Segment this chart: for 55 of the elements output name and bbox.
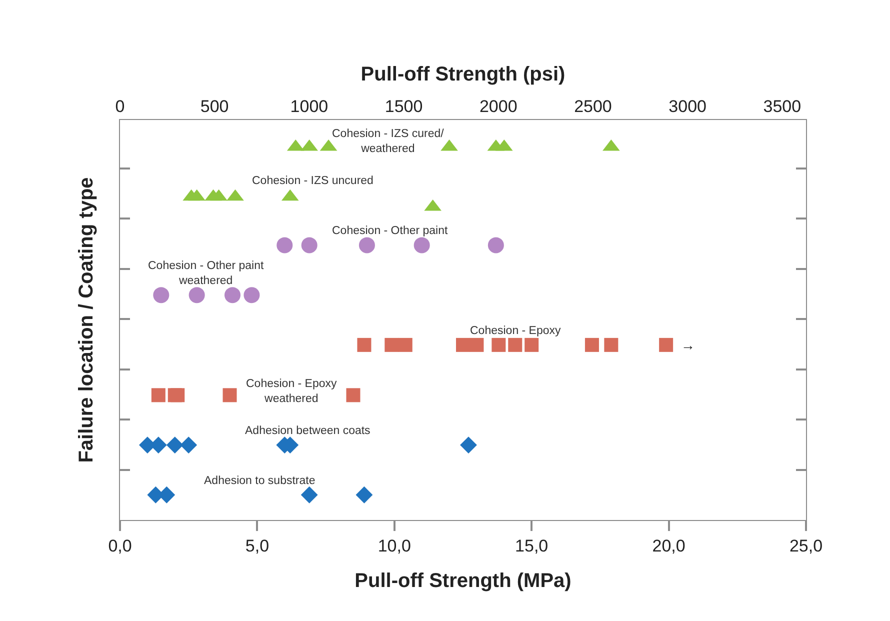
point [456, 338, 470, 352]
series-label: Cohesion - IZS cured/ weathered [332, 128, 445, 155]
point [188, 287, 205, 304]
point [151, 388, 166, 402]
point [524, 338, 539, 352]
point [153, 287, 170, 304]
point [166, 436, 184, 454]
point [604, 338, 618, 352]
point [398, 338, 412, 352]
x2-tick-label: 2500 [574, 97, 612, 116]
point [357, 338, 372, 352]
point [180, 436, 198, 454]
annotation: → [681, 337, 695, 353]
x-tick-label: 20,0 [652, 536, 686, 556]
point [346, 388, 360, 402]
x2-tick-label: 1500 [384, 97, 423, 116]
point [659, 338, 674, 352]
x2-tick-label: 500 [200, 97, 229, 116]
point [222, 388, 237, 402]
point [488, 237, 504, 254]
point [460, 436, 477, 454]
point [224, 287, 240, 304]
point [414, 237, 430, 254]
x-axis-title: Pull-off Strength (MPa) [354, 570, 572, 592]
point [358, 237, 375, 254]
series-label: Adhesion to substrate [204, 475, 316, 487]
point [301, 237, 318, 254]
series-label: Adhesion between coats [245, 425, 371, 437]
series-label: Cohesion - Epoxy [470, 325, 562, 337]
x-tick-label: 5,0 [245, 536, 270, 556]
x-tick-label: 10,0 [378, 536, 411, 556]
point [384, 338, 399, 352]
point [584, 338, 599, 352]
series-label: Cohesion - Other paint weathered [148, 260, 265, 287]
x-tick-label: 25,0 [789, 536, 823, 556]
point [170, 388, 185, 402]
x2-tick-label: 3000 [668, 97, 706, 116]
point [244, 287, 260, 304]
series-label: Cohesion - Other paint [332, 225, 449, 237]
x-tick-label: 0,0 [108, 536, 132, 556]
point [470, 338, 484, 352]
x2-tick-label: 1000 [290, 97, 328, 116]
x2-tick-label: 3500 [763, 97, 802, 116]
x-tick-label: 15,0 [515, 536, 548, 556]
point [356, 486, 373, 504]
series-label: Cohesion - Epoxy weathered [246, 378, 338, 405]
point [492, 338, 506, 352]
point [508, 338, 522, 352]
series-label: Cohesion - IZS uncured [252, 175, 374, 187]
point [276, 237, 293, 254]
y-axis-title: Failure location / Coating type [76, 177, 98, 463]
point [300, 486, 318, 504]
x2-tick-label: 2000 [479, 97, 518, 116]
x2-tick-label: 0 [115, 97, 125, 116]
x2-axis-title: Pull-off Strength (psi) [360, 64, 566, 86]
